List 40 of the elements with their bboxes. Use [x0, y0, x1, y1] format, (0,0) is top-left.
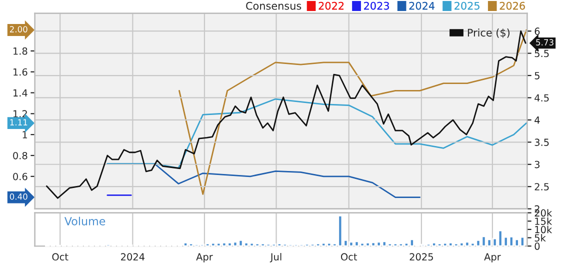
x-tick-label: 2024 — [121, 253, 144, 261]
x-tick-label: Oct — [340, 253, 358, 261]
y-tick-label: 0.8 — [13, 152, 28, 160]
legend-label: 2026 — [500, 2, 525, 10]
y2-tick-label: 4 — [534, 116, 540, 124]
text: 2.00 — [10, 26, 28, 32]
text: 0.40 — [10, 193, 28, 200]
y2-tick-label: 15k — [535, 217, 552, 225]
legend-title: Consensus — [246, 2, 302, 10]
y2-tick-label: 5.5 — [534, 50, 549, 58]
legend-label: 2024 — [409, 2, 434, 10]
line-series — [178, 29, 528, 195]
legend-label: 2023 — [364, 2, 389, 10]
y2-tick-label: 2.5 — [534, 183, 549, 190]
y2-tick-label: 3.5 — [534, 138, 549, 146]
legend-label: Price ($) — [468, 28, 510, 38]
y2-tick-label: 3 — [534, 160, 540, 168]
legend-label: 2022 — [318, 2, 344, 10]
legend-label: 2025 — [454, 2, 480, 10]
y-tick-label: 1.8 — [14, 47, 28, 55]
x-tick-label: Apr — [196, 253, 213, 262]
text: 1.11 — [10, 119, 28, 126]
x-tick-label: Jul — [270, 252, 282, 262]
y2-tick-label: 6 — [534, 28, 540, 35]
data-label: 5.73 — [536, 39, 554, 46]
y-tick-label: 0.6 — [13, 172, 28, 180]
y2-tick-label: 5k — [534, 234, 546, 242]
x-tick-label: 2025 — [410, 253, 433, 261]
y-tick-label: 1 — [22, 131, 27, 138]
y2-tick-label: 5 — [534, 72, 540, 80]
line-series — [106, 98, 528, 169]
y2-tick-label: 0 — [534, 242, 540, 250]
y2-tick-label: 10k — [535, 226, 552, 234]
series-label: Volume — [64, 216, 106, 226]
x-tick-label: Oct — [52, 253, 68, 261]
y-tick-label: 1.6 — [14, 68, 28, 76]
x-tick-label: Apr — [484, 253, 501, 262]
y-tick-label: 1.4 — [14, 89, 28, 96]
line-series — [46, 30, 526, 199]
y2-tick-label: 4.5 — [534, 94, 549, 102]
